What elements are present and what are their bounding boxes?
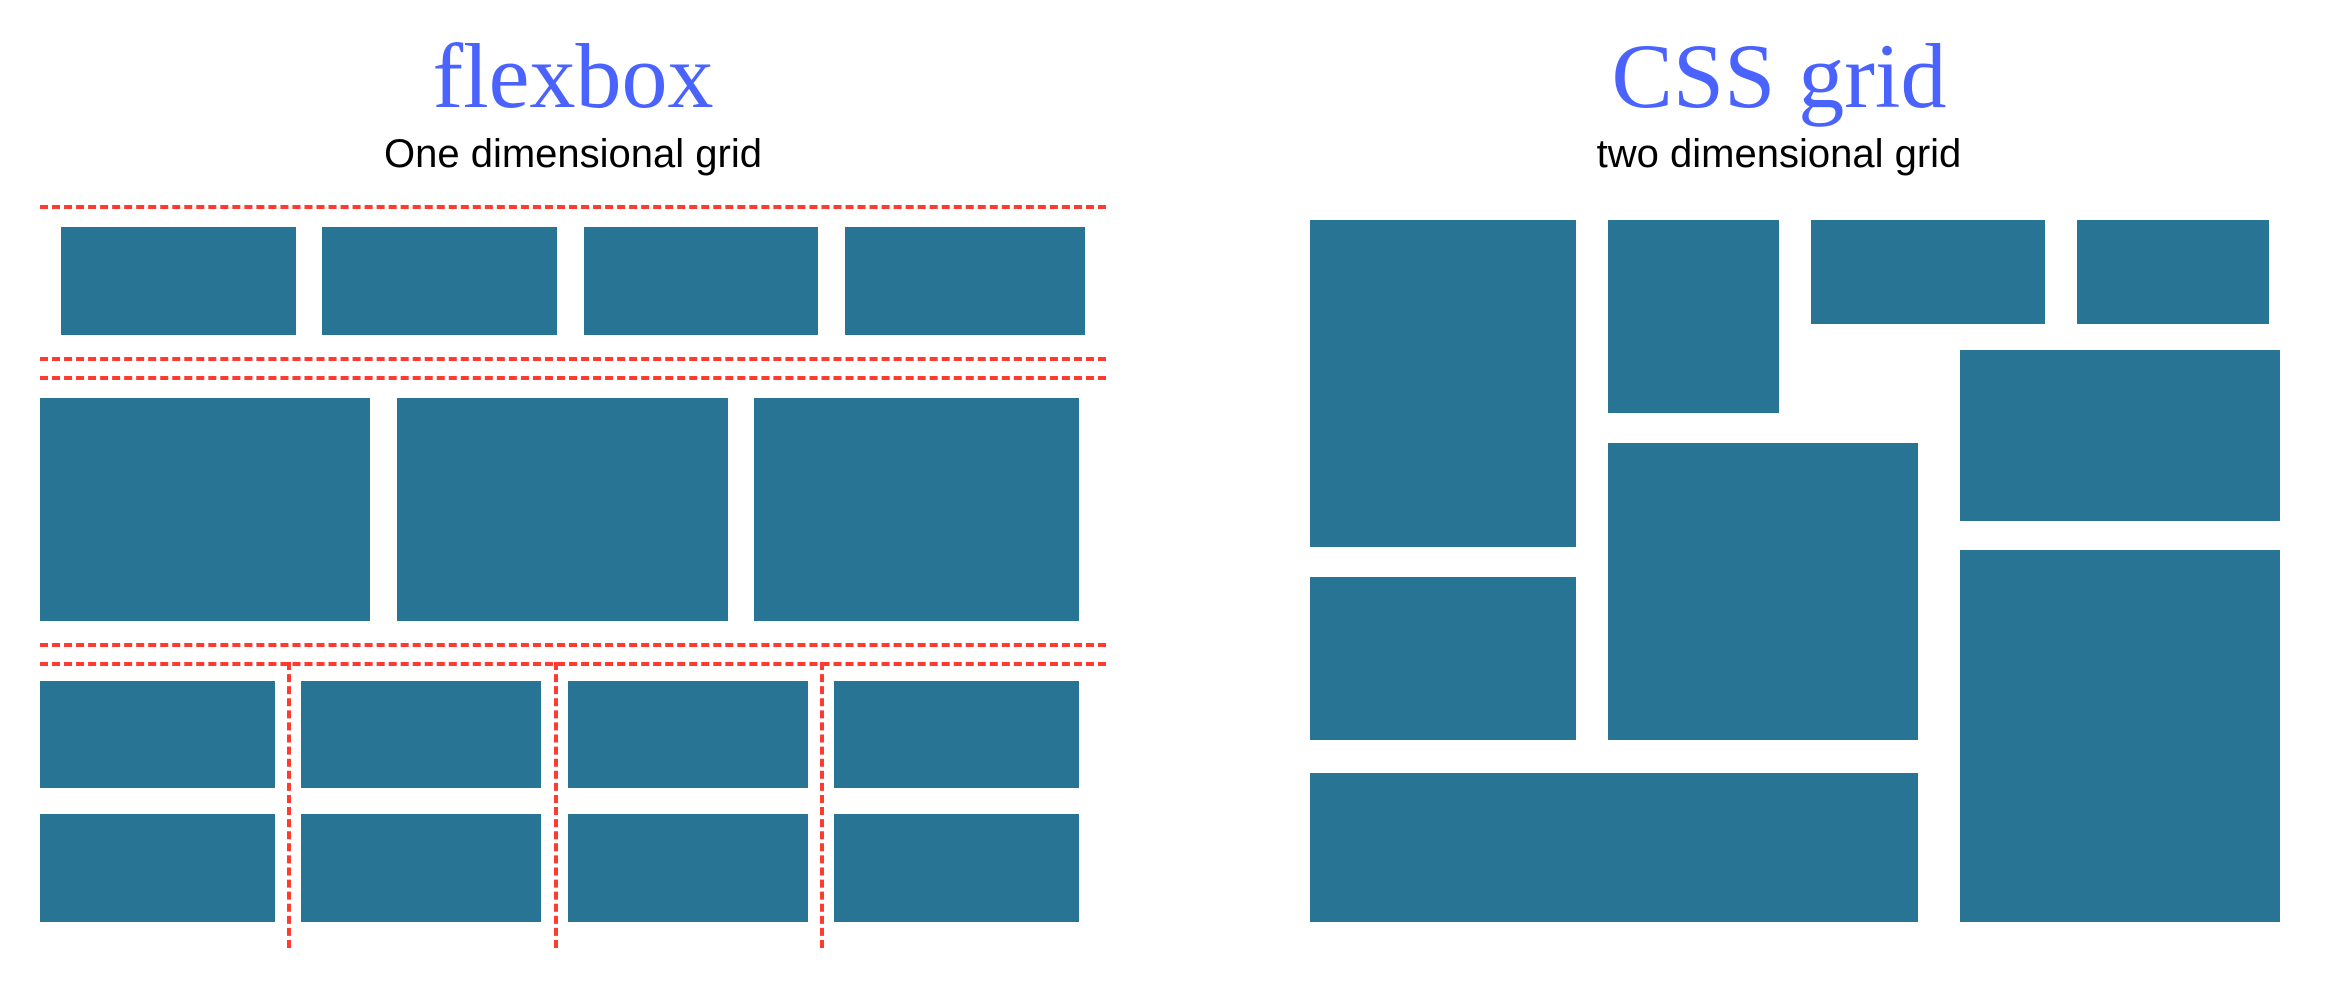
- flex-dash-horizontal: [40, 643, 1106, 647]
- grid-box: [1608, 443, 1917, 740]
- flex-box: [584, 227, 819, 335]
- flex-box: [834, 814, 1079, 922]
- cssgrid-diagram: [1246, 205, 2312, 948]
- flex-box: [322, 227, 557, 335]
- grid-box: [1310, 577, 1577, 740]
- flex-dash-vertical: [554, 662, 558, 948]
- grid-box: [1608, 220, 1779, 413]
- flex-box: [40, 814, 275, 922]
- flex-dash-horizontal: [40, 205, 1106, 209]
- flex-box: [301, 814, 541, 922]
- flex-box: [40, 398, 370, 621]
- flex-box: [568, 681, 808, 789]
- flex-dash-vertical: [287, 662, 291, 948]
- grid-box: [1811, 220, 2046, 324]
- grid-box: [1960, 350, 2280, 521]
- flexbox-panel: flexbox One dimensional grid: [40, 30, 1106, 948]
- flex-box: [568, 814, 808, 922]
- page: flexbox One dimensional grid CSS grid tw…: [0, 0, 2352, 988]
- flex-box: [61, 227, 296, 335]
- flex-box: [845, 227, 1085, 335]
- grid-box: [1310, 773, 1918, 922]
- flex-dash-horizontal: [40, 357, 1106, 361]
- cssgrid-panel: CSS grid two dimensional grid: [1246, 30, 2312, 948]
- flex-dash-vertical: [820, 662, 824, 948]
- cssgrid-subtitle: two dimensional grid: [1597, 132, 1962, 177]
- flex-box: [397, 398, 727, 621]
- flex-dash-horizontal: [40, 376, 1106, 380]
- flex-box: [301, 681, 541, 789]
- grid-box: [2077, 220, 2269, 324]
- grid-box: [1310, 220, 1577, 547]
- flex-box: [754, 398, 1079, 621]
- flexbox-subtitle: One dimensional grid: [384, 132, 762, 177]
- flex-box: [834, 681, 1079, 789]
- grid-box: [1960, 550, 2280, 922]
- flex-box: [40, 681, 275, 789]
- flexbox-title: flexbox: [432, 30, 713, 122]
- flex-dash-horizontal: [40, 662, 1106, 666]
- flexbox-diagram: [40, 205, 1106, 948]
- cssgrid-title: CSS grid: [1612, 30, 1947, 122]
